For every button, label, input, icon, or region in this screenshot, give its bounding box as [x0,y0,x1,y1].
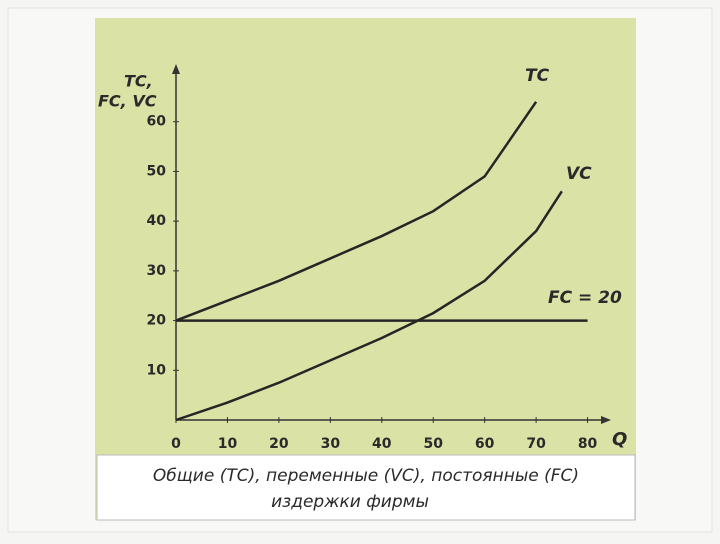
y-axis-label: TC, [124,72,153,91]
x-tick-label: 30 [321,436,341,452]
y-tick-label: 50 [147,163,167,179]
x-tick-label: 60 [475,436,495,452]
scan-background [95,18,636,520]
x-tick-label: 40 [372,436,392,452]
line-label: FC = 20 [548,288,622,308]
line-label: TC [525,66,550,86]
caption: Общие (TC), переменные (VC), постоянные … [153,466,579,486]
y-tick-label: 60 [147,114,167,130]
line [175,101,538,322]
line [175,190,563,422]
x-tick-label: 0 [171,436,181,452]
caption-box [96,454,636,521]
y-tick-label: 20 [147,313,167,329]
line-label: VC [566,164,592,184]
y-axis-label: FC, VC [98,92,157,111]
x-tick-label: 50 [423,436,443,452]
y-axis-arrow [172,64,180,74]
x-tick-label: 10 [218,436,238,452]
y-tick-label: 40 [147,213,167,229]
x-tick-label: 20 [269,436,289,452]
caption: издержки фирмы [271,492,429,512]
y-tick-label: 10 [147,362,167,378]
x-tick-label: 70 [526,436,546,452]
x-axis-label: Q [612,429,627,450]
y-tick-label: 30 [147,263,167,279]
x-axis-arrow [601,416,611,424]
x-tick-label: 80 [578,436,598,452]
